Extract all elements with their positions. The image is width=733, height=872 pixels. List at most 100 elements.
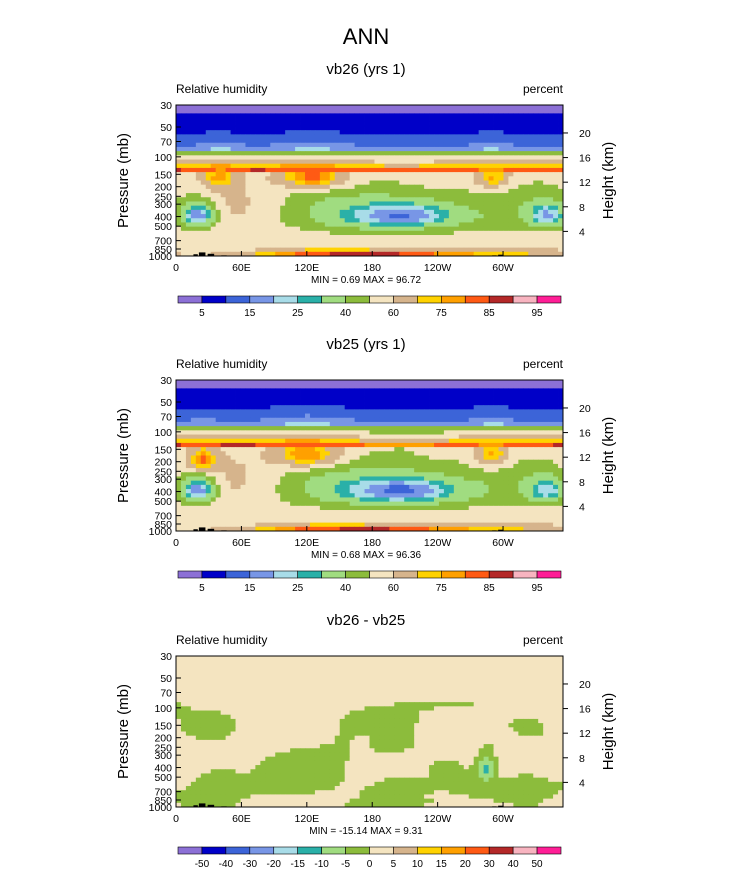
contour-cell — [434, 405, 440, 410]
contour-cell — [483, 409, 489, 414]
contour-cell — [190, 172, 197, 177]
contour-cell — [349, 125, 356, 131]
contour-cell — [205, 472, 212, 477]
contour-cell — [305, 113, 311, 118]
contour-cell — [374, 384, 380, 389]
contour-cell — [225, 447, 231, 452]
contour-cell — [488, 180, 494, 186]
contour-cell — [488, 480, 494, 486]
contour-cell — [443, 400, 450, 406]
contour-cell — [389, 459, 395, 465]
contour-cell — [438, 117, 445, 123]
contour-cell — [176, 138, 182, 144]
contour-cell — [185, 476, 192, 482]
contour-cell — [185, 484, 192, 490]
contour-cell — [523, 117, 529, 123]
contour-cell — [533, 142, 539, 148]
contour-cell — [518, 472, 524, 477]
contour-cell — [528, 380, 534, 385]
contour-cell — [305, 442, 311, 448]
contour-cell — [389, 484, 395, 490]
contour-cell — [309, 146, 316, 152]
contour-cell — [468, 434, 475, 440]
contour-cell — [478, 201, 485, 207]
contour-cell — [448, 130, 455, 135]
contour-cell — [543, 409, 549, 414]
contour-cell — [285, 218, 291, 223]
contour-cell — [245, 447, 251, 452]
longitude-tick-label: 120E — [295, 262, 320, 274]
contour-cell — [414, 172, 420, 177]
contour-cell — [473, 172, 480, 177]
contour-cell — [389, 438, 395, 444]
contour-cell — [185, 417, 192, 423]
contour-cell — [374, 426, 380, 431]
contour-cell — [314, 226, 321, 232]
contour-cell — [369, 413, 375, 419]
contour-cell — [369, 159, 375, 165]
contour-cell — [548, 239, 554, 244]
contour-cell — [448, 125, 455, 131]
contour-cell — [503, 121, 509, 127]
contour-cell — [448, 243, 455, 249]
contour-cell — [295, 417, 301, 423]
contour-cell — [458, 117, 465, 123]
contour-cell — [384, 239, 390, 244]
contour-cell — [389, 134, 395, 139]
contour-cell — [334, 113, 341, 118]
contour-cell — [270, 388, 276, 393]
contour-cell — [473, 438, 480, 444]
contour-cell — [473, 459, 480, 465]
contour-cell — [176, 409, 182, 414]
contour-cell — [255, 239, 261, 244]
contour-cell — [200, 396, 207, 402]
contour-cell — [215, 214, 222, 219]
contour-cell — [354, 447, 360, 452]
contour-cell — [503, 417, 509, 423]
contour-cell — [225, 125, 231, 131]
contour-cell — [290, 400, 296, 406]
contour-cell — [528, 426, 534, 431]
contour-cell — [260, 218, 266, 223]
contour-cell — [404, 442, 410, 448]
contour-cell — [493, 235, 499, 240]
contour-cell — [419, 459, 425, 465]
contour-cell — [309, 125, 316, 131]
contour-cell — [419, 218, 425, 223]
contour-cell — [245, 430, 251, 435]
pressure-tick-label: 150 — [154, 169, 172, 181]
contour-cell — [414, 472, 420, 477]
contour-cell — [468, 172, 475, 177]
contour-cell — [473, 121, 480, 127]
contour-cell — [434, 138, 440, 144]
contour-cell — [225, 243, 231, 249]
contour-cell — [300, 388, 306, 393]
contour-cell — [448, 151, 455, 156]
contour-cell — [270, 201, 276, 207]
contour-cell — [399, 146, 405, 152]
contour-cell — [424, 226, 430, 232]
contour-cell — [220, 117, 227, 123]
contour-cell — [280, 463, 286, 469]
contour-cell — [265, 489, 271, 494]
contour-cell — [334, 380, 341, 385]
contour-cell — [414, 117, 420, 123]
contour-cell — [478, 113, 485, 118]
contour-cell — [448, 438, 455, 444]
contour-cell — [334, 172, 341, 177]
contour-cell — [305, 188, 311, 194]
contour-cell — [210, 218, 217, 223]
contour-cell — [558, 167, 564, 173]
contour-cell — [205, 105, 212, 110]
contour-cell — [245, 172, 251, 177]
contour-cell — [553, 155, 559, 160]
contour-cell — [429, 247, 435, 253]
contour-cell — [538, 426, 544, 431]
contour-cell — [493, 463, 499, 469]
contour-cell — [409, 413, 415, 419]
longitude-tick-label: 60E — [232, 262, 251, 274]
contour-cell — [300, 409, 306, 414]
contour-cell — [473, 409, 480, 414]
contour-cell — [285, 476, 291, 482]
contour-cell — [503, 230, 509, 236]
